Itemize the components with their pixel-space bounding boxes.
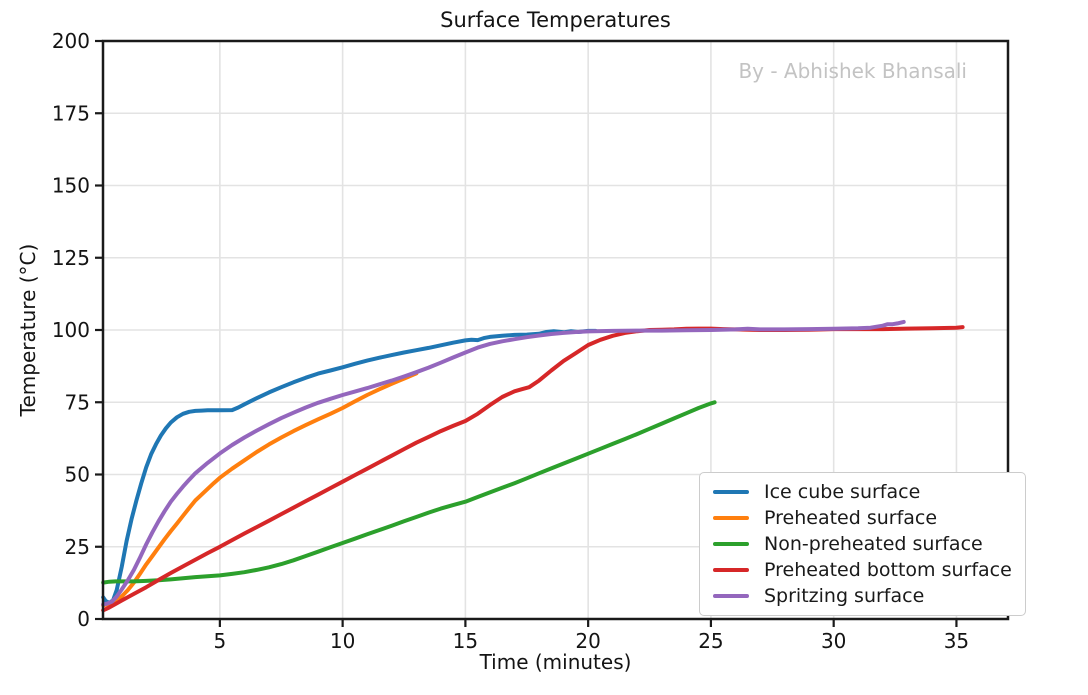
legend-item: Ice cube surface	[713, 479, 1012, 505]
y-tick-label: 100	[52, 318, 90, 342]
x-tick-label: 20	[575, 629, 600, 653]
legend-line-swatch	[713, 490, 749, 494]
y-tick-label: 125	[52, 246, 90, 270]
legend-line-swatch	[713, 516, 749, 520]
y-axis-label: Temperature (°C)	[16, 243, 40, 417]
legend-item-label: Non-preheated surface	[764, 533, 983, 555]
legend-item: Preheated surface	[713, 505, 1012, 531]
legend-line-swatch	[713, 568, 749, 572]
legend-box: Ice cube surface Preheated surface Non-pre…	[699, 472, 1026, 616]
y-tick-label: 25	[65, 535, 90, 559]
x-tick-label: 25	[698, 629, 723, 653]
y-tick-label: 150	[52, 174, 90, 198]
series-line-ice-cube-surface	[101, 328, 598, 605]
series-line-preheated-surface	[101, 371, 419, 608]
x-tick-label: 15	[453, 629, 478, 653]
legend-item: Non-preheated surface	[713, 531, 1012, 557]
y-tick-label: 175	[52, 101, 90, 125]
x-tick-label: 10	[330, 629, 355, 653]
legend-line-swatch	[713, 594, 749, 598]
legend-item-label: Ice cube surface	[764, 481, 921, 503]
watermark-text: By - Abhishek Bhansali	[738, 59, 967, 83]
legend-item-label: Spritzing surface	[764, 585, 925, 607]
series-line-spritzing-surface	[101, 319, 906, 607]
y-tick-label: 0	[77, 607, 90, 631]
y-tick-label: 200	[52, 29, 90, 53]
y-tick-label: 50	[65, 463, 90, 487]
x-tick-label: 5	[214, 629, 227, 653]
legend-item: Spritzing surface	[713, 583, 1012, 609]
legend-line-swatch	[713, 542, 749, 546]
x-tick-label: 30	[821, 629, 846, 653]
y-tick-label: 75	[65, 390, 90, 414]
legend-item: Preheated bottom surface	[713, 557, 1012, 583]
x-tick-label: 35	[944, 629, 969, 653]
legend-item-label: Preheated bottom surface	[764, 559, 1012, 581]
chart-title: Surface Temperatures	[440, 8, 671, 32]
series-line-non-preheated-surface	[101, 400, 717, 585]
legend-item-label: Preheated surface	[764, 507, 938, 529]
x-axis-label: Time (minutes)	[479, 650, 632, 674]
